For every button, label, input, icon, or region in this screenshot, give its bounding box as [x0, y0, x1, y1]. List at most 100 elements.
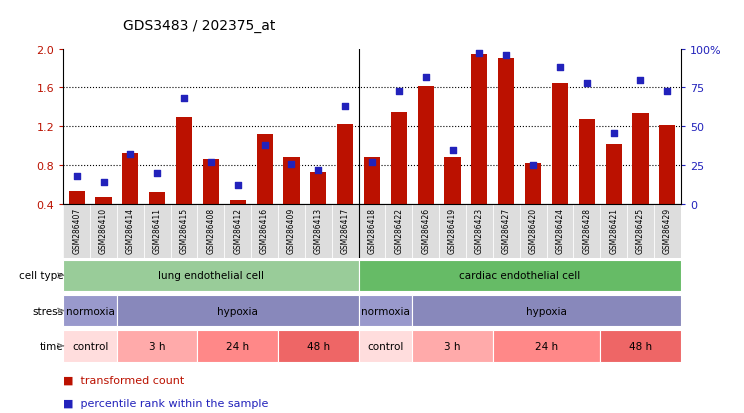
Point — [473, 51, 485, 57]
Point — [554, 65, 566, 71]
Text: 24 h: 24 h — [226, 341, 249, 351]
Text: GSM286419: GSM286419 — [448, 207, 457, 253]
Text: GSM286424: GSM286424 — [556, 207, 565, 253]
Point — [446, 147, 458, 154]
Text: ■  percentile rank within the sample: ■ percentile rank within the sample — [63, 398, 269, 408]
Text: time: time — [39, 341, 63, 351]
Bar — [498, 59, 514, 204]
FancyBboxPatch shape — [278, 330, 359, 362]
Bar — [364, 158, 380, 204]
FancyBboxPatch shape — [359, 330, 412, 362]
FancyBboxPatch shape — [278, 204, 305, 258]
Bar — [68, 192, 85, 204]
FancyBboxPatch shape — [63, 295, 117, 327]
Text: GSM286428: GSM286428 — [583, 207, 591, 253]
Text: GSM286413: GSM286413 — [314, 207, 323, 253]
FancyBboxPatch shape — [117, 204, 144, 258]
Bar — [659, 126, 676, 204]
Bar — [525, 164, 541, 204]
Text: GSM286412: GSM286412 — [234, 207, 243, 253]
Text: control: control — [368, 341, 403, 351]
Text: GSM286409: GSM286409 — [287, 207, 296, 253]
FancyBboxPatch shape — [197, 204, 225, 258]
FancyBboxPatch shape — [332, 204, 359, 258]
Text: GSM286423: GSM286423 — [475, 207, 484, 253]
Bar — [579, 119, 595, 204]
Bar — [149, 193, 165, 204]
Text: GSM286426: GSM286426 — [421, 207, 430, 253]
FancyBboxPatch shape — [412, 330, 493, 362]
Text: stress: stress — [32, 306, 63, 316]
Point — [393, 88, 405, 95]
Text: GSM286416: GSM286416 — [260, 207, 269, 253]
Bar — [203, 160, 219, 204]
Point — [339, 104, 351, 110]
Text: GSM286408: GSM286408 — [206, 207, 216, 253]
Point — [635, 77, 647, 84]
Bar — [257, 135, 272, 204]
Bar — [176, 117, 192, 204]
Text: cardiac endothelial cell: cardiac endothelial cell — [459, 271, 580, 281]
Text: GSM286407: GSM286407 — [72, 207, 81, 253]
FancyBboxPatch shape — [170, 204, 197, 258]
Text: GSM286411: GSM286411 — [153, 207, 161, 253]
FancyBboxPatch shape — [63, 260, 359, 292]
FancyBboxPatch shape — [63, 330, 117, 362]
Bar — [632, 114, 649, 204]
FancyBboxPatch shape — [574, 204, 600, 258]
FancyBboxPatch shape — [519, 204, 547, 258]
Point — [661, 88, 673, 95]
Text: GSM286427: GSM286427 — [501, 207, 510, 253]
Text: GSM286429: GSM286429 — [663, 207, 672, 253]
FancyBboxPatch shape — [412, 295, 681, 327]
Text: hypoxia: hypoxia — [217, 306, 258, 316]
Point — [205, 159, 217, 166]
Point — [312, 167, 324, 173]
FancyBboxPatch shape — [117, 295, 359, 327]
Text: GSM286415: GSM286415 — [179, 207, 188, 253]
Text: GSM286422: GSM286422 — [394, 207, 403, 253]
FancyBboxPatch shape — [627, 204, 654, 258]
Text: 24 h: 24 h — [535, 341, 558, 351]
FancyBboxPatch shape — [600, 330, 681, 362]
FancyBboxPatch shape — [197, 330, 278, 362]
Bar — [391, 112, 407, 204]
FancyBboxPatch shape — [654, 204, 681, 258]
Text: hypoxia: hypoxia — [526, 306, 567, 316]
FancyBboxPatch shape — [144, 204, 170, 258]
FancyBboxPatch shape — [117, 330, 197, 362]
FancyBboxPatch shape — [225, 204, 251, 258]
Point — [608, 130, 620, 136]
FancyBboxPatch shape — [547, 204, 574, 258]
FancyBboxPatch shape — [412, 204, 439, 258]
FancyBboxPatch shape — [493, 204, 519, 258]
Text: ■  transformed count: ■ transformed count — [63, 375, 185, 385]
Point — [178, 96, 190, 102]
FancyBboxPatch shape — [63, 204, 90, 258]
Text: 48 h: 48 h — [629, 341, 652, 351]
FancyBboxPatch shape — [439, 204, 466, 258]
Point — [366, 159, 378, 166]
Text: GSM286425: GSM286425 — [636, 207, 645, 253]
Text: normoxia: normoxia — [65, 306, 115, 316]
Text: 48 h: 48 h — [307, 341, 330, 351]
FancyBboxPatch shape — [90, 204, 117, 258]
Text: GSM286418: GSM286418 — [368, 207, 376, 253]
FancyBboxPatch shape — [600, 204, 627, 258]
Bar — [552, 83, 568, 204]
Point — [97, 179, 109, 186]
Text: GSM286420: GSM286420 — [528, 207, 538, 253]
Text: GSM286421: GSM286421 — [609, 207, 618, 253]
Text: 3 h: 3 h — [444, 341, 461, 351]
Bar — [417, 86, 434, 204]
Bar — [444, 158, 461, 204]
Text: GSM286414: GSM286414 — [126, 207, 135, 253]
Bar — [230, 201, 246, 204]
Point — [71, 173, 83, 180]
Point — [286, 161, 298, 168]
Bar — [283, 158, 300, 204]
Bar — [472, 55, 487, 204]
Text: GDS3483 / 202375_at: GDS3483 / 202375_at — [123, 19, 275, 33]
Bar — [95, 198, 112, 204]
Text: cell type: cell type — [19, 271, 63, 281]
